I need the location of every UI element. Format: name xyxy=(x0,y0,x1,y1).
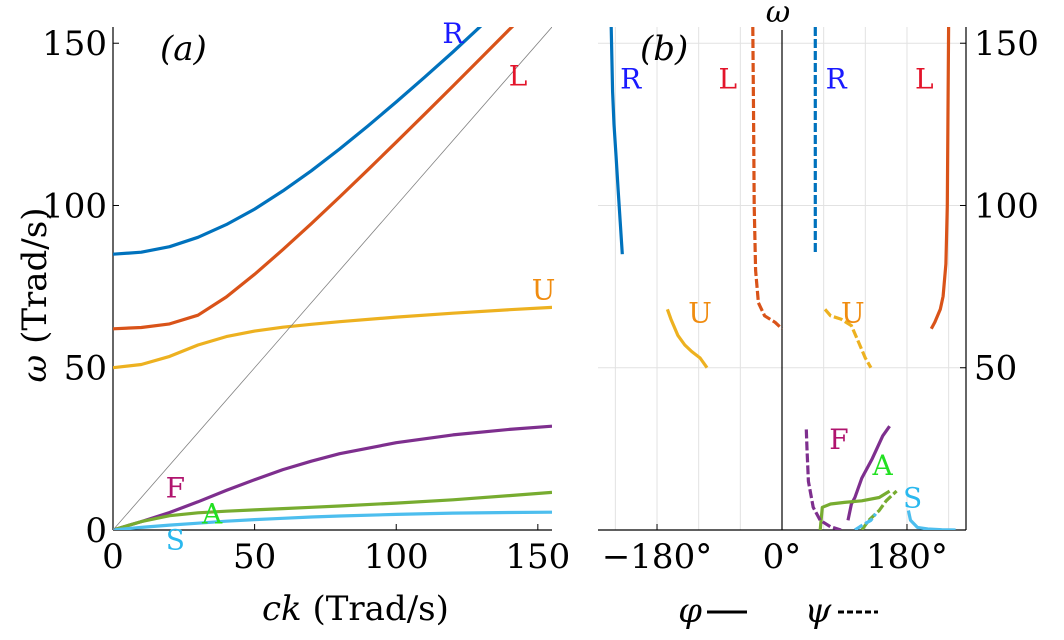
panel-b-series xyxy=(609,27,956,530)
panel-a-axes: 0 50 100 150 0 50 100 150 xyxy=(42,24,570,577)
panel-b-x-tick-label: 180° xyxy=(866,537,948,577)
curve-R xyxy=(113,27,483,256)
psi-curve-F xyxy=(804,429,842,530)
curve-label-U: U xyxy=(532,274,556,307)
curve-F xyxy=(113,424,552,530)
panel-b-x-tick-label: 0° xyxy=(763,537,802,577)
psi-curve-S xyxy=(854,512,877,530)
psi-curve-A xyxy=(860,489,898,530)
panel-a-label: (a) xyxy=(160,29,207,69)
panel-a-x-tick-label: 150 xyxy=(505,537,570,577)
panel-a-y-tick-label: 100 xyxy=(42,186,107,226)
curve-label-L: L xyxy=(509,59,528,92)
panel-b-label: (b) xyxy=(640,29,688,69)
curve-L xyxy=(113,27,515,331)
phi-curve-L xyxy=(929,27,951,330)
curve-label-R: R xyxy=(826,63,848,96)
panel-b-y-tick-label: 100 xyxy=(974,186,1039,226)
panel-b-curve-labels: R L R L U U FAS xyxy=(620,63,934,515)
panel-a-x-tick-label: 50 xyxy=(233,537,276,577)
panel-a-y-axis-label: ω (Trad/s) xyxy=(15,208,55,383)
phi-curve-U xyxy=(665,308,709,369)
curve-label-F: F xyxy=(829,423,848,456)
curve-label-A: A xyxy=(201,498,223,531)
panel-a-x-tick-label: 100 xyxy=(364,537,429,577)
panel-a-x-tick-label: 0 xyxy=(102,537,124,577)
panel-a-series xyxy=(113,27,552,530)
curve-S xyxy=(113,510,552,530)
curve-label-F: F xyxy=(166,472,185,505)
curve-U xyxy=(113,305,552,370)
panel-a-y-tick-label: 150 xyxy=(42,24,107,64)
phi-curve-R xyxy=(609,27,624,255)
panel-a-x-axis-label: ck (Trad/s) xyxy=(262,589,449,629)
curve-label-L: L xyxy=(915,63,934,96)
phi-symbol: φ xyxy=(678,591,702,631)
panel-a-y-tick-label: 50 xyxy=(64,349,107,389)
panel-b-axes: −180° 0° 180° 50 100 150 xyxy=(598,24,1039,577)
curve-label-U: U xyxy=(688,296,712,329)
phi-curve-S xyxy=(906,510,956,530)
panel-b-x-tick-label: −180° xyxy=(602,537,712,577)
panel-a-curve-labels: R L U FAS xyxy=(166,17,556,556)
phi-curve-A xyxy=(818,489,891,530)
phi-curve-F xyxy=(846,425,891,521)
panel-b-y-axis-label: ω xyxy=(766,0,790,30)
reference-line-omega-equals-ck xyxy=(113,27,552,530)
psi-curve-L xyxy=(751,27,784,330)
panel-a-y-tick-label: 0 xyxy=(85,511,107,551)
panel-b-y-tick-label: 150 xyxy=(974,24,1039,64)
psi-curve-U xyxy=(823,308,873,369)
panel-b-x-legend: φ ψ xyxy=(678,591,878,631)
panel-a: 0 50 100 150 0 50 100 150 R L U FAS (a) ck (Trad/s… xyxy=(15,17,570,629)
curve-label-S: S xyxy=(166,523,185,556)
psi-symbol: ψ xyxy=(805,591,832,631)
curve-label-R: R xyxy=(442,17,464,50)
curve-label-A: A xyxy=(872,449,894,482)
curve-label-L: L xyxy=(719,63,738,96)
curve-label-R: R xyxy=(620,63,642,96)
panel-b: −180° 0° 180° 50 100 150 R L R L U U FAS (b) ω φ ψ xyxy=(598,0,1039,631)
curve-label-S: S xyxy=(903,481,922,514)
panel-b-y-tick-label: 50 xyxy=(974,349,1017,389)
curve-label-U: U xyxy=(841,296,865,329)
curve-A xyxy=(113,490,552,530)
